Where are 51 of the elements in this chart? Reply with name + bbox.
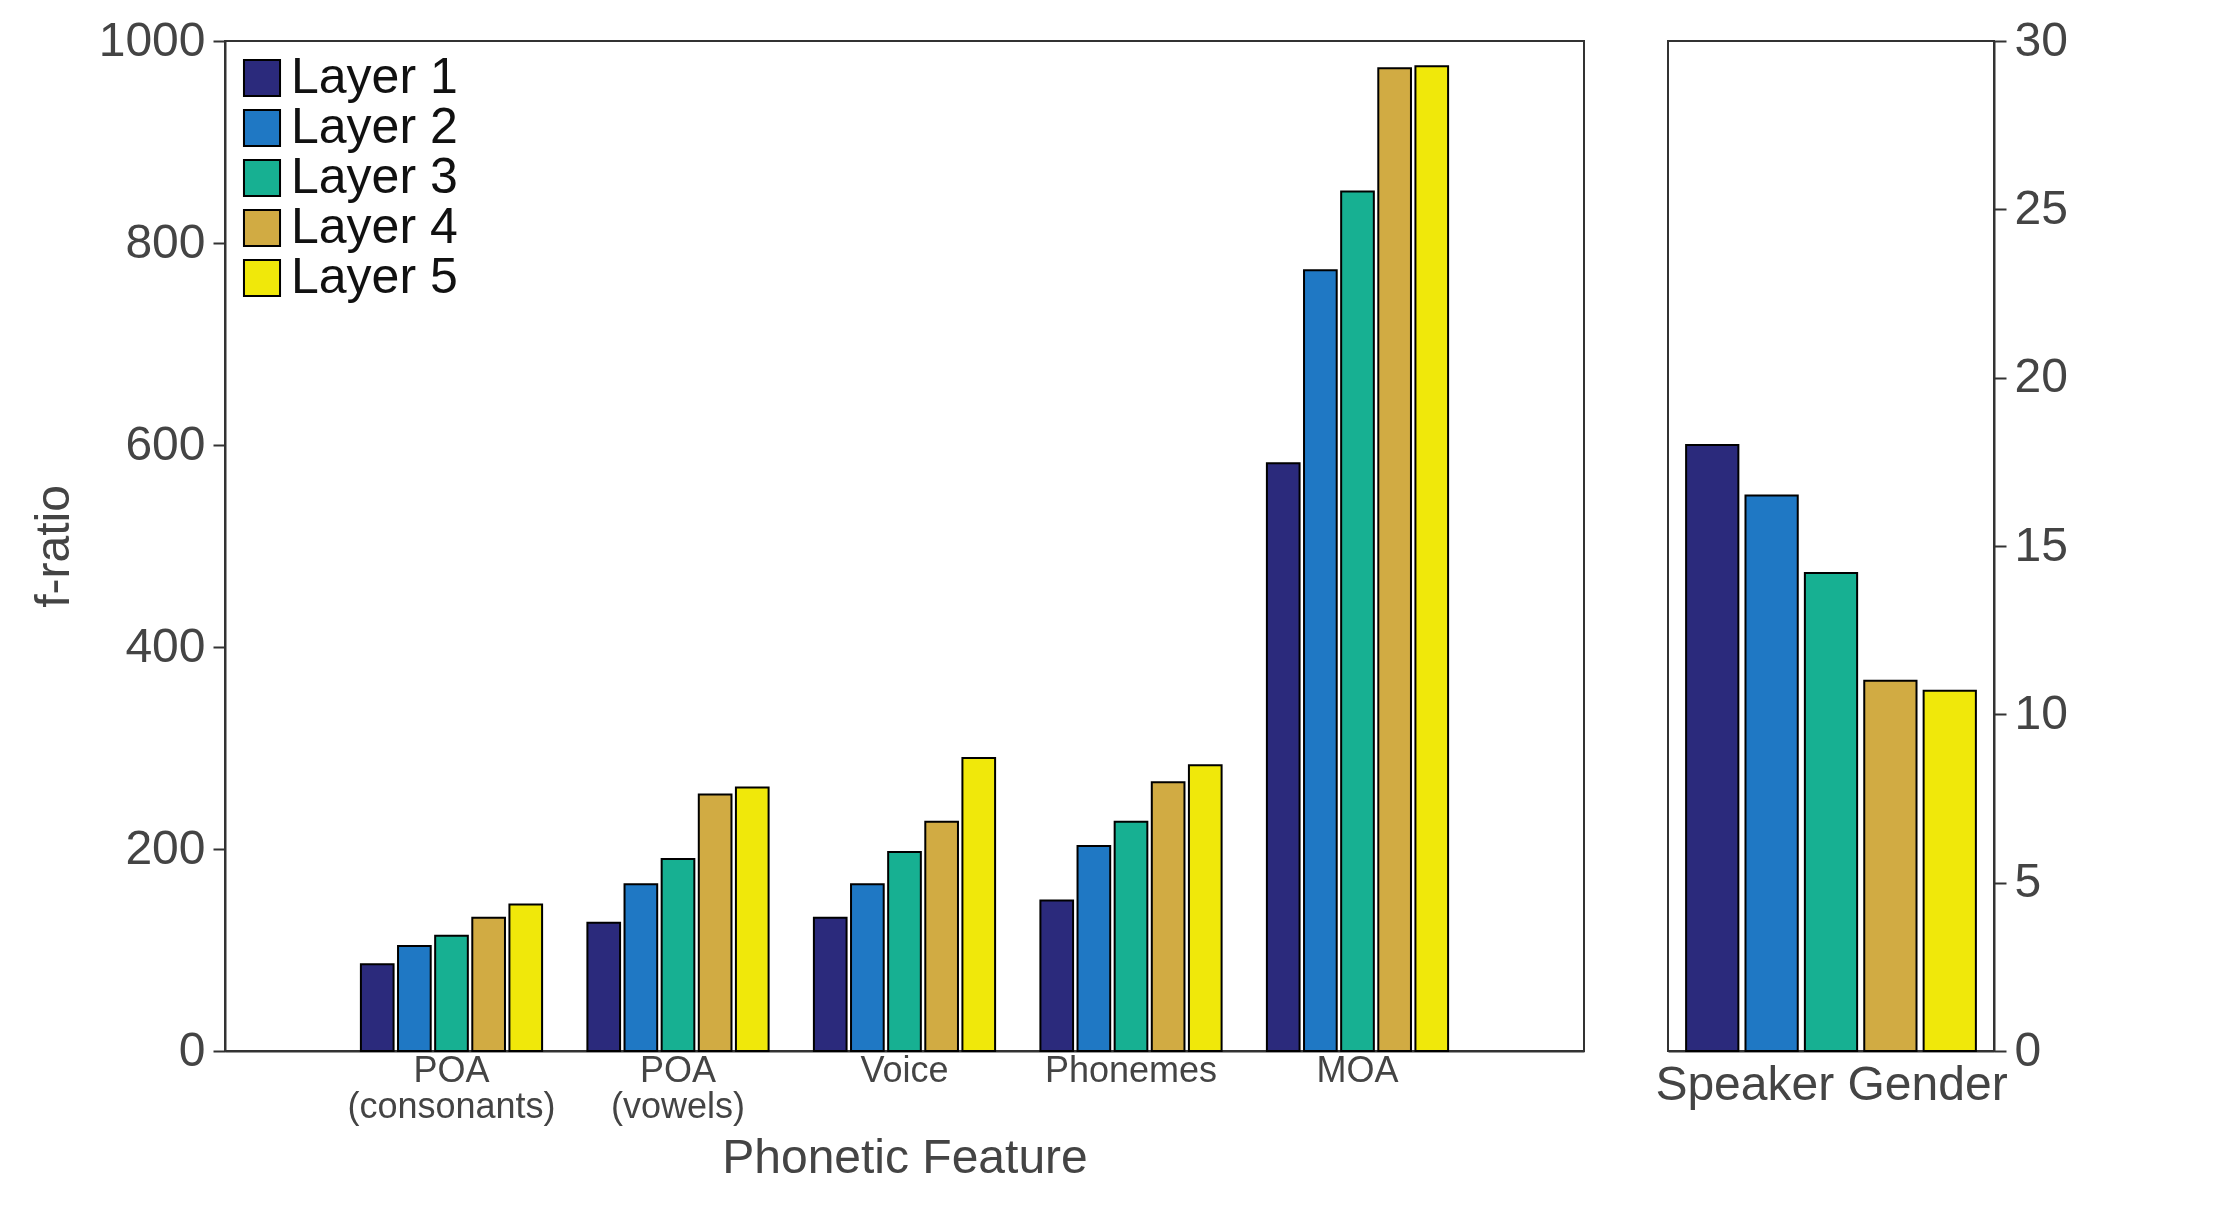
- x-axis-title: Phonetic Feature: [722, 1129, 1088, 1183]
- y-tick-label: 0: [178, 1022, 206, 1076]
- bar: [887, 851, 922, 1052]
- bar: [1803, 571, 1859, 1052]
- y-tick-label: 600: [125, 416, 206, 470]
- bar: [812, 916, 848, 1052]
- bar: [1113, 820, 1149, 1052]
- x-axis-title: Speaker Gender: [1655, 1056, 2008, 1110]
- bar: [660, 858, 696, 1052]
- y-axis-title: f-ratio: [25, 485, 79, 608]
- bar: [961, 757, 997, 1052]
- y-tick-label: 25: [2014, 180, 2068, 234]
- bar: [1265, 462, 1301, 1052]
- bar: [1187, 764, 1223, 1052]
- x-tick-label: MOA: [1316, 1048, 1399, 1090]
- bar: [434, 934, 469, 1052]
- bar: [697, 793, 733, 1052]
- x-tick-label: POA (vowels): [610, 1048, 746, 1126]
- bar: [850, 883, 885, 1052]
- bar: [586, 921, 622, 1052]
- bar: [397, 944, 432, 1052]
- y-tick-label: 15: [2014, 517, 2068, 571]
- y-tick-label: 5: [2014, 854, 2042, 908]
- bar: [1414, 65, 1450, 1052]
- y-tick-label: 10: [2014, 685, 2068, 739]
- y-tick-label: 200: [125, 820, 206, 874]
- bar: [1922, 689, 1977, 1052]
- y-tick-label: 400: [125, 618, 206, 672]
- bar: [1744, 494, 1799, 1052]
- bar: [924, 820, 959, 1052]
- y-tick-label: 30: [2014, 12, 2068, 66]
- bar: [623, 883, 659, 1052]
- x-tick-label: Voice: [860, 1048, 949, 1090]
- bar: [734, 786, 770, 1052]
- y-tick-label: 1000: [98, 12, 206, 66]
- bar: [359, 963, 395, 1052]
- y-tick-label: 0: [2014, 1022, 2042, 1076]
- y-tick-label: 20: [2014, 349, 2068, 403]
- bar: [1377, 67, 1412, 1052]
- bar: [1150, 781, 1186, 1052]
- bar: [1303, 269, 1338, 1052]
- y-tick-label: 800: [125, 214, 206, 268]
- bar: [1340, 190, 1375, 1052]
- bar: [1076, 844, 1112, 1052]
- x-tick-label: POA (consonants): [347, 1048, 556, 1126]
- x-tick-label: Phonemes: [1044, 1048, 1218, 1090]
- bar: [1039, 899, 1075, 1052]
- bar: [1685, 444, 1740, 1052]
- bar: [471, 916, 506, 1052]
- bar: [508, 903, 544, 1052]
- bar: [1863, 679, 1918, 1052]
